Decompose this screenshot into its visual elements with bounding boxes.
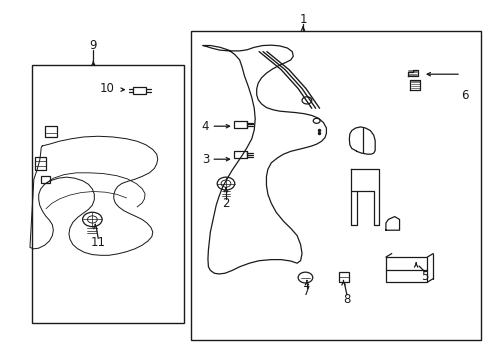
Text: 3: 3 (202, 153, 209, 166)
Text: 11: 11 (91, 236, 105, 249)
Bar (190, 31, 480, 339)
Text: 4: 4 (202, 120, 209, 133)
Text: 5: 5 (420, 270, 427, 283)
Text: 7: 7 (303, 285, 310, 298)
Bar (41, 176, 50, 183)
Bar (233, 121, 247, 128)
Text: 10: 10 (100, 82, 114, 95)
Text: 6: 6 (460, 89, 468, 102)
Bar (338, 272, 348, 282)
Text: 8: 8 (343, 293, 350, 306)
Bar (35, 157, 45, 170)
Bar (44, 126, 57, 137)
Bar (385, 257, 427, 282)
Text: 1: 1 (299, 13, 306, 26)
Text: 9: 9 (89, 39, 97, 52)
Bar (133, 87, 146, 94)
Bar (233, 151, 247, 158)
Text: 2: 2 (222, 197, 229, 210)
Bar (32, 65, 183, 323)
